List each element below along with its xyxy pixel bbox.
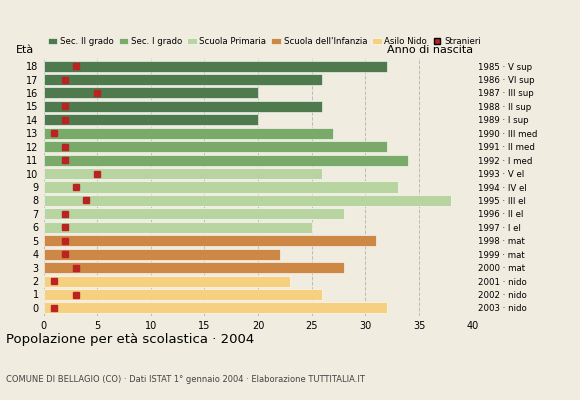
- Text: Popolazione per età scolastica · 2004: Popolazione per età scolastica · 2004: [6, 333, 254, 346]
- Bar: [44, 101, 322, 112]
- Bar: [44, 88, 258, 98]
- Bar: [44, 276, 291, 286]
- Bar: [44, 128, 333, 139]
- Bar: [44, 195, 451, 206]
- Text: Età: Età: [16, 46, 34, 56]
- Bar: [44, 249, 280, 260]
- Text: COMUNE DI BELLAGIO (CO) · Dati ISTAT 1° gennaio 2004 · Elaborazione TUTTITALIA.I: COMUNE DI BELLAGIO (CO) · Dati ISTAT 1° …: [6, 375, 365, 384]
- Bar: [44, 222, 312, 233]
- Bar: [44, 182, 398, 192]
- Bar: [44, 155, 408, 166]
- Bar: [44, 60, 387, 72]
- Bar: [44, 289, 322, 300]
- Bar: [44, 235, 376, 246]
- Bar: [44, 74, 322, 85]
- Bar: [44, 114, 258, 125]
- Bar: [44, 262, 344, 273]
- Bar: [44, 208, 344, 219]
- Text: Anno di nascita: Anno di nascita: [387, 46, 473, 56]
- Bar: [44, 141, 387, 152]
- Bar: [44, 302, 387, 314]
- Legend: Sec. II grado, Sec. I grado, Scuola Primaria, Scuola dell'Infanzia, Asilo Nido, : Sec. II grado, Sec. I grado, Scuola Prim…: [48, 37, 481, 46]
- Bar: [44, 168, 322, 179]
